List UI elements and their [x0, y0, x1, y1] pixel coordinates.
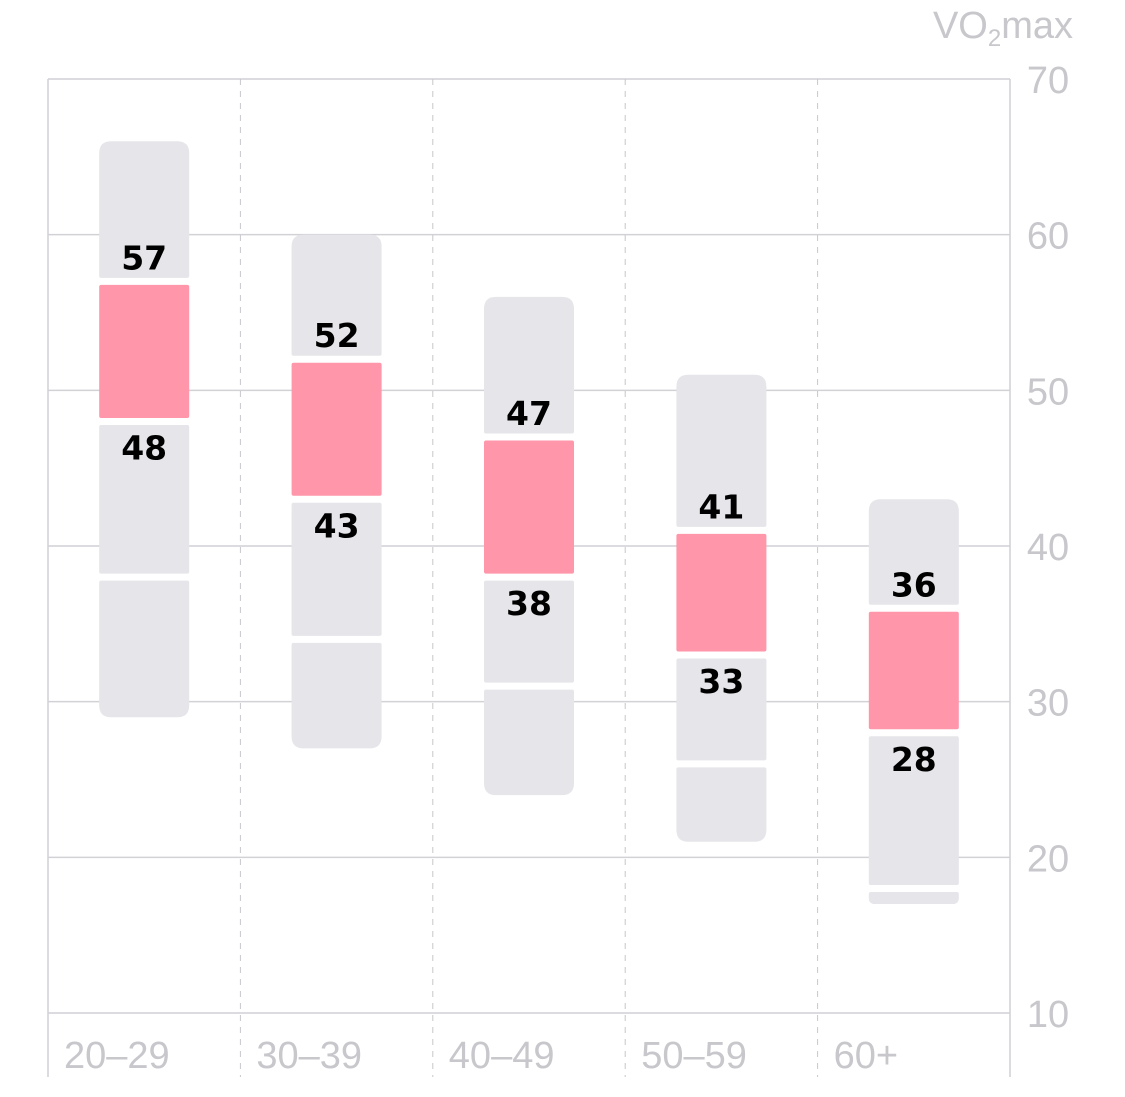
upper-value-label: 57 [121, 238, 167, 277]
bar-segment-superior [484, 296, 574, 434]
lower-value-label: 28 [891, 740, 937, 779]
bar-segment-fair [676, 658, 767, 761]
bar-segment-superior [676, 374, 767, 527]
lower-value-label: 38 [506, 584, 552, 623]
y-tick-label: 50 [1027, 371, 1069, 413]
x-tick-label: 20–29 [64, 1035, 170, 1077]
upper-value-label: 41 [698, 487, 744, 526]
bar-segment-fair [868, 736, 959, 885]
x-tick-label: 30–39 [256, 1035, 362, 1077]
y-tick-label: 60 [1027, 216, 1069, 258]
y-tick-label: 10 [1027, 994, 1069, 1036]
y-axis-title: VO2max [933, 5, 1073, 52]
bar-segment-superior [868, 499, 959, 605]
bar-segment-target-range [99, 284, 190, 418]
bar-segment-fair [484, 580, 574, 683]
x-tick-label: 50–59 [641, 1035, 747, 1077]
bar-segment-target-range [676, 533, 767, 652]
bar-segment-target-range [484, 440, 574, 574]
y-tick-label: 70 [1027, 60, 1069, 102]
bar-segment-poor [868, 891, 959, 905]
bar-segment-superior [99, 141, 190, 278]
upper-value-label: 52 [314, 316, 360, 355]
bar-segment-poor [484, 689, 574, 796]
bar-segment-target-range [868, 611, 959, 730]
lower-value-label: 43 [314, 506, 360, 545]
lower-value-label: 48 [121, 428, 167, 467]
upper-value-label: 36 [891, 565, 937, 604]
bar-segment-fair [99, 424, 190, 574]
x-tick-label: 60+ [834, 1035, 898, 1077]
lower-value-label: 33 [698, 662, 744, 701]
upper-value-label: 47 [506, 394, 552, 433]
bar-segment-poor [676, 767, 767, 842]
y-tick-label: 20 [1027, 838, 1069, 880]
bar-segment-superior [291, 234, 382, 356]
y-tick-label: 40 [1027, 527, 1069, 569]
bar-segment-target-range [291, 362, 382, 496]
bar-segment-poor [99, 580, 190, 718]
x-tick-label: 40–49 [449, 1035, 555, 1077]
y-tick-label: 30 [1027, 683, 1069, 725]
bar-segment-fair [291, 502, 382, 636]
bar-segment-poor [291, 642, 382, 749]
